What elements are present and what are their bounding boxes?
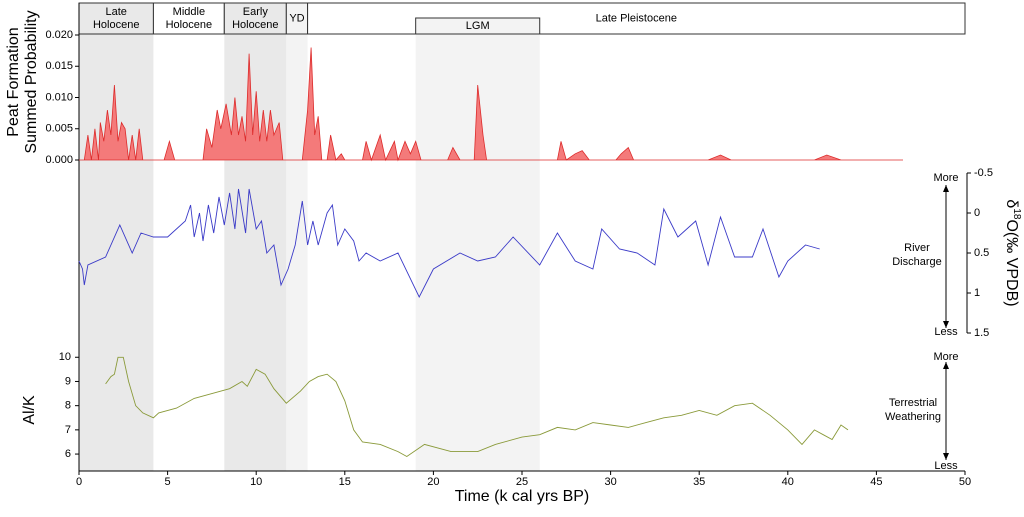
y-tick-label: 0.010 [45,91,73,103]
arrow-head [943,362,949,369]
x-tick-label: 40 [782,476,794,488]
x-tick-label: 45 [870,476,882,488]
period-shade [415,3,540,471]
y2-title-part: O(‰ VPDB) [1003,219,1020,306]
d18o-line [78,188,820,299]
y2-title-part: δ [1003,199,1020,208]
arrow-label: Less [934,326,958,338]
annotation: Terrestrial [889,397,937,409]
y-tick-label: 9 [65,375,71,387]
background-layer [79,3,540,471]
period-label: Early [243,6,269,18]
y-tick-label: 0.015 [45,60,73,72]
period-label: Holocene [166,19,212,31]
arrow-head [943,453,949,460]
y2-tick-label: -0.5 [974,167,993,179]
x-axis-title: Time (k cal yrs BP) [455,488,590,505]
arrow-head [943,185,949,192]
y-tick-label: 0.000 [45,154,73,166]
arrow-label: More [933,172,958,184]
y2-axis-title: δ18O(‰ VPDB) [1003,199,1023,306]
y2-title-sup: 18 [1011,208,1022,220]
peat-area [79,47,903,162]
period-label: Holocene [232,19,278,31]
period-label: Late [106,6,127,18]
alk-line [105,356,849,458]
annotation: River [904,242,930,254]
period-shade [79,3,154,471]
y-axis-title: Al/K [21,395,38,425]
y2-tick-label: 0 [974,207,980,219]
arrow-head [943,321,949,328]
x-tick-label: 35 [693,476,705,488]
y-axis-title: Summed Probability [23,10,40,153]
period-label: LGM [466,20,490,32]
y-tick-label: 6 [65,448,71,460]
arrow-label: More [933,351,958,363]
period-shade [224,3,287,471]
period-label: Late Pleistocene [596,12,677,24]
y2-tick-label: 1 [974,287,980,299]
y2-tick-label: 1.5 [974,327,989,339]
arrow-label: Less [934,460,958,472]
x-tick-label: 10 [250,476,262,488]
y-tick-label: 8 [65,400,71,412]
period-box [152,2,225,35]
annotation: Discharge [892,256,942,268]
x-tick-label: 5 [165,476,171,488]
y2-tick-label: 0.5 [974,247,989,259]
x-tick-label: 15 [339,476,351,488]
period-box [415,17,541,35]
period-label: Holocene [93,19,139,31]
y-tick-label: 10 [59,351,71,363]
x-tick-label: 20 [427,476,439,488]
period-shade [286,3,308,471]
y-tick-label: 7 [65,424,71,436]
period-label: Middle [173,6,205,18]
x-tick-label: 50 [959,476,971,488]
y-tick-label: 0.020 [45,29,73,41]
annotation: Weathering [885,411,941,423]
x-tick-label: 25 [516,476,528,488]
period-label: YD [289,12,304,24]
y-tick-label: 0.005 [45,123,73,135]
y-axis-title: Peat Formation [5,27,22,136]
x-tick-label: 0 [76,476,82,488]
x-tick-label: 30 [604,476,616,488]
